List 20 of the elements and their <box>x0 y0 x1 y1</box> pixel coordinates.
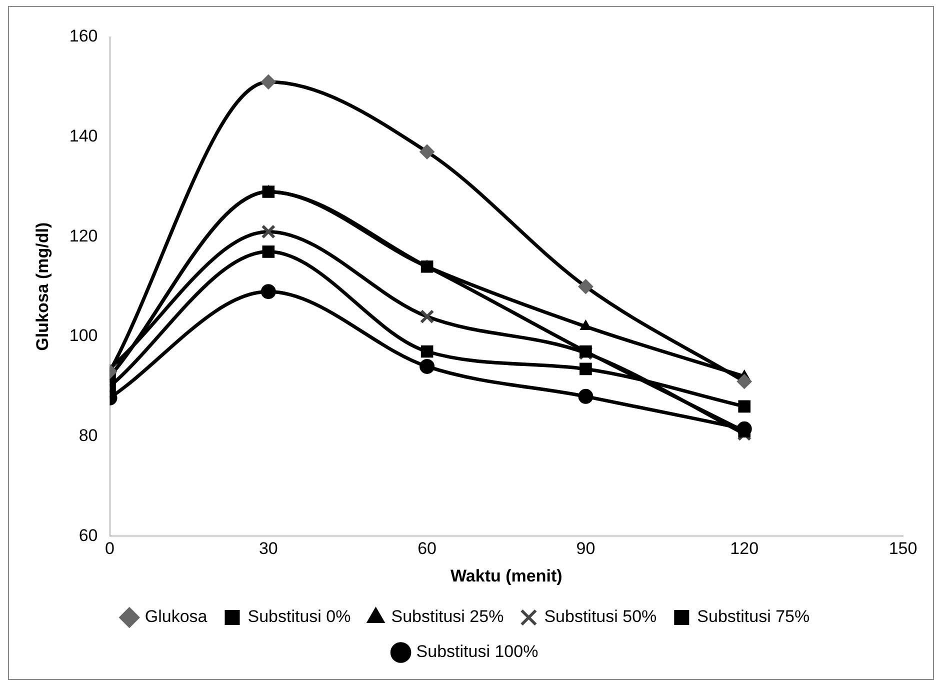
y-tick-label: 160 <box>69 26 98 46</box>
y-tick-label: 120 <box>69 226 98 246</box>
legend-label: Substitusi 75% <box>697 607 810 626</box>
y-tick-label: 100 <box>69 326 98 346</box>
x-tick-label: 120 <box>730 539 759 558</box>
x-tick-label: 0 <box>105 539 114 558</box>
x-tick-label: 30 <box>258 539 278 558</box>
x-tick-label: 90 <box>576 539 596 558</box>
x-tick-label: 150 <box>888 539 918 558</box>
legend-label: Substitusi 0% <box>248 607 351 626</box>
legend-label: Substitusi 25% <box>391 607 504 626</box>
y-axis-title: Glukosa (mg/dl) <box>32 222 52 351</box>
legend-label: Substitusi 100% <box>416 642 538 662</box>
y-tick-label: 140 <box>69 126 98 146</box>
legend-label: Substitusi 50% <box>544 607 657 626</box>
legend-label: Glukosa <box>144 607 208 626</box>
x-axis-title: Waktu (menit) <box>450 566 562 586</box>
y-tick-label: 80 <box>78 426 98 446</box>
y-tick-label: 60 <box>78 526 98 545</box>
x-tick-label: 60 <box>418 539 437 558</box>
